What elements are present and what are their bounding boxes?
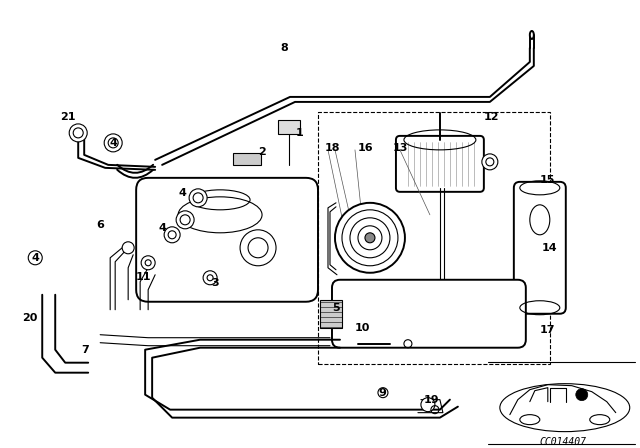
- Text: CC014407: CC014407: [540, 437, 586, 447]
- Ellipse shape: [530, 31, 534, 39]
- Bar: [278, 120, 300, 134]
- Text: 8: 8: [280, 43, 288, 53]
- Text: 14: 14: [542, 243, 557, 253]
- Circle shape: [365, 233, 375, 243]
- Circle shape: [28, 251, 42, 265]
- Circle shape: [576, 389, 588, 401]
- Text: 15: 15: [540, 175, 556, 185]
- Text: 19: 19: [424, 395, 440, 405]
- FancyBboxPatch shape: [396, 136, 484, 192]
- Text: 17: 17: [540, 325, 556, 335]
- Text: 11: 11: [136, 272, 151, 282]
- Circle shape: [164, 227, 180, 243]
- Text: 5: 5: [332, 303, 340, 313]
- Bar: [318, 112, 550, 364]
- Text: 10: 10: [355, 323, 370, 333]
- Circle shape: [176, 211, 194, 229]
- Circle shape: [189, 189, 207, 207]
- Text: 3: 3: [211, 278, 219, 288]
- Circle shape: [69, 124, 87, 142]
- Text: 21: 21: [60, 112, 76, 122]
- Circle shape: [122, 242, 134, 254]
- Circle shape: [482, 154, 498, 170]
- Text: 6: 6: [96, 220, 104, 230]
- Text: 18: 18: [324, 143, 340, 153]
- Text: 2: 2: [258, 147, 266, 157]
- Text: 7: 7: [81, 345, 89, 355]
- Text: 9: 9: [378, 388, 386, 398]
- FancyBboxPatch shape: [332, 280, 526, 348]
- FancyBboxPatch shape: [136, 178, 318, 302]
- Circle shape: [335, 203, 405, 273]
- Text: 12: 12: [484, 112, 500, 122]
- Circle shape: [104, 134, 122, 152]
- Circle shape: [378, 388, 388, 398]
- Text: 16: 16: [358, 143, 374, 153]
- Text: 20: 20: [22, 313, 38, 323]
- FancyBboxPatch shape: [514, 182, 566, 314]
- Text: 4: 4: [31, 253, 39, 263]
- Text: 13: 13: [392, 143, 408, 153]
- Text: 4: 4: [158, 223, 166, 233]
- Circle shape: [203, 271, 217, 285]
- Text: 4: 4: [109, 138, 117, 148]
- Circle shape: [141, 256, 155, 270]
- Circle shape: [421, 398, 435, 412]
- Text: 1: 1: [296, 128, 304, 138]
- Bar: [320, 300, 342, 328]
- Bar: [233, 153, 261, 165]
- Text: 4: 4: [178, 188, 186, 198]
